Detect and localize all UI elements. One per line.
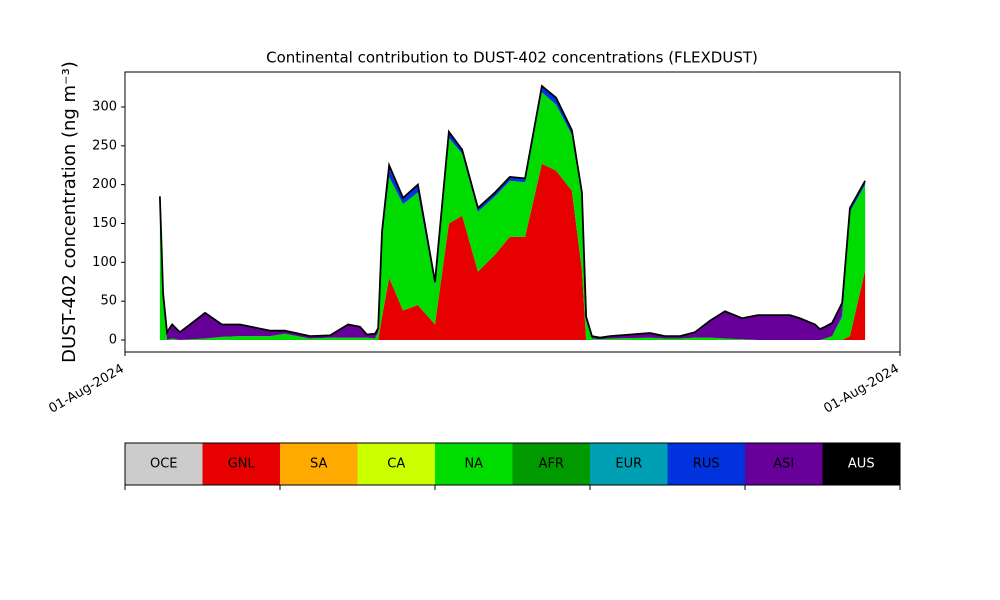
colorbar-label: SA [310, 457, 327, 472]
area [159, 92, 866, 341]
y-tick-label: 200 [92, 177, 117, 192]
colorbar-label: AFR [539, 457, 564, 472]
colorbar-swatch [435, 443, 513, 485]
colorbar-frame [124, 442, 901, 486]
colorbar-swatch [202, 443, 281, 485]
x-tick-label: 01-Aug-2024 [821, 362, 901, 417]
colorbar-label: ASI [773, 457, 794, 472]
x-tick-label: 01-Aug-2024 [46, 362, 126, 417]
y-tick-label: 250 [92, 138, 117, 153]
y-tick-label: 300 [92, 99, 117, 114]
colorbar-label: RUS [693, 457, 720, 472]
colorbar-label: CA [387, 457, 405, 472]
y-tick-label: 0 [109, 333, 117, 348]
colorbar-swatch [745, 443, 823, 485]
colorbar-label: OCE [150, 457, 178, 472]
colorbar-label: GNL [228, 457, 256, 472]
colorbar-swatch [280, 443, 358, 485]
y-tick-label: 100 [92, 255, 117, 270]
colorbar-label: AUS [848, 457, 875, 472]
y-axis-label: DUST-402 concentration (ng m⁻³) [59, 61, 80, 363]
plot-frame [124, 71, 901, 353]
y-tick-label: 50 [100, 294, 117, 309]
colorbar-swatch [357, 443, 436, 485]
colorbar-swatch [125, 443, 203, 485]
colorbar-label: EUR [615, 457, 642, 472]
chart-title: Continental contribution to DUST-402 con… [266, 49, 758, 67]
colorbar-swatch [590, 443, 668, 485]
y-tick-label: 150 [92, 216, 117, 231]
stack-outline [158, 84, 866, 339]
colorbar-swatch [667, 443, 746, 485]
area [159, 163, 866, 340]
colorbar-label: NA [464, 457, 483, 472]
colorbar-swatch [822, 443, 901, 485]
colorbar-swatch [512, 443, 591, 485]
